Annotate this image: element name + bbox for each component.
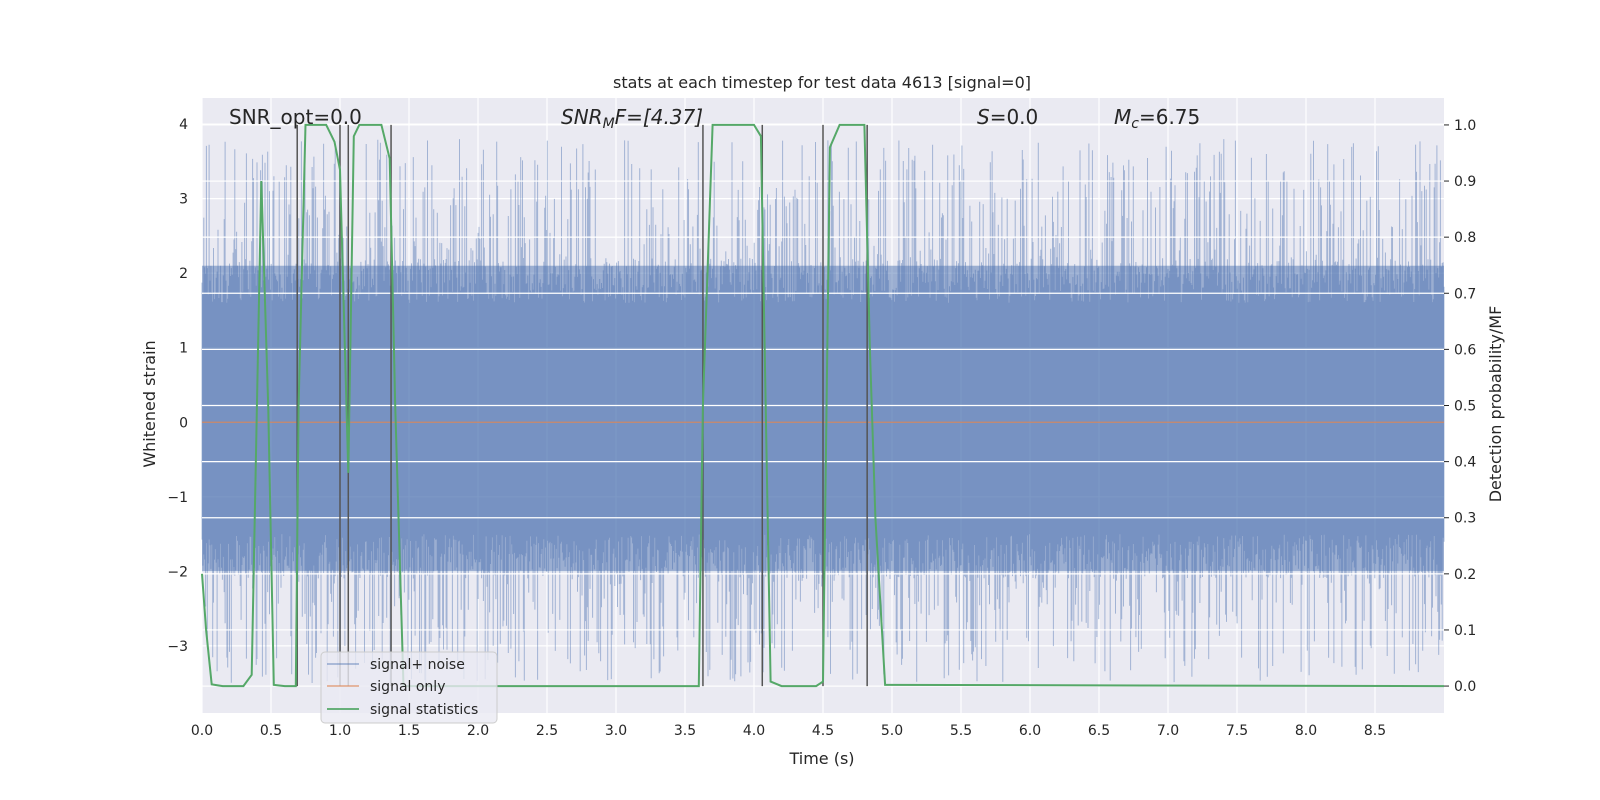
y-axis-label: Whitened strain [140, 340, 159, 467]
x-tick-label: 0.0 [191, 723, 213, 739]
legend-label-signal: signal only [370, 679, 445, 695]
x-tick-label: 6.5 [1088, 723, 1110, 739]
y-right-tick-label: 0.0 [1454, 679, 1476, 695]
x-tick-label: 5.5 [950, 723, 972, 739]
x-axis-ticks: 0.0 0.5 1.0 1.5 2.0 2.5 3.0 3.5 4.0 4.5 5.0 5.5 6.0 6… [191, 723, 1386, 739]
y-axis-ticks: −3 −2 −1 0 1 2 3 4 [167, 117, 188, 655]
x-tick-label: 3.5 [674, 723, 696, 739]
y-right-tick-label: 1.0 [1454, 118, 1476, 134]
legend-box [320, 651, 498, 724]
y-tick-label: 4 [179, 117, 188, 133]
y-right-tick-label: 0.3 [1454, 511, 1476, 527]
x-tick-label: 4.5 [812, 723, 834, 739]
x-tick-label: 1.5 [398, 723, 420, 739]
y-right-tick-label: 0.4 [1454, 455, 1476, 471]
x-tick-label: 8.0 [1295, 723, 1317, 739]
annotation-snr-mf-sub: M [603, 116, 615, 132]
x-tick-label: 2.5 [536, 723, 558, 739]
chart-title: stats at each timestep for test data 461… [613, 73, 1031, 92]
x-tick-label: 1.0 [329, 723, 351, 739]
x-tick-label: 3.0 [605, 723, 627, 739]
y-right-tick-label: 0.5 [1454, 399, 1476, 415]
y-tick-label: 2 [179, 266, 188, 282]
annotation-snr-opt: SNR_opt=0.0 [229, 105, 362, 129]
annotation-mc-prefix: M [1114, 105, 1131, 129]
x-tick-label: 6.0 [1019, 723, 1041, 739]
y-right-tick-label: 0.1 [1454, 623, 1476, 639]
annotation-mc-suffix: =6.75 [1139, 105, 1200, 129]
y-right-axis-ticks: 0.0 0.1 0.2 0.3 0.4 0.5 0.6 0.7 0.8 0.9 1.0 [1444, 118, 1476, 695]
y-right-tick-label: 0.6 [1454, 342, 1476, 358]
annotation-s-prefix: S [977, 105, 990, 129]
x-tick-label: 7.5 [1226, 723, 1248, 739]
annotation-s-suffix: =0.0 [990, 105, 1039, 129]
y-right-tick-label: 0.2 [1454, 567, 1476, 583]
y-tick-label: −1 [167, 490, 188, 506]
y-right-axis-label: Detection probability/MF [1486, 306, 1505, 503]
x-tick-label: 4.0 [743, 723, 765, 739]
legend-label-stats: signal statistics [370, 702, 478, 718]
annotation-snr-mf-prefix: SNR [561, 105, 603, 129]
annotation-snr-mf: SNRMF=[4.37] [561, 105, 703, 132]
plot-area [201, 123, 1445, 688]
y-tick-label: 1 [179, 341, 188, 357]
y-right-tick-label: 0.8 [1454, 230, 1476, 246]
y-right-tick-label: 0.7 [1454, 286, 1476, 302]
x-tick-label: 8.5 [1364, 723, 1386, 739]
annotation-mc-sub: c [1131, 116, 1139, 132]
x-tick-label: 0.5 [260, 723, 282, 739]
y-tick-label: 3 [179, 192, 188, 208]
y-tick-label: 0 [179, 415, 188, 431]
y-tick-label: −2 [167, 564, 188, 580]
legend: signal+ noise signal only signal statist… [320, 651, 498, 724]
y-tick-label: −3 [167, 639, 188, 655]
annotation-mc-value: Mc=6.75 [1114, 105, 1200, 132]
x-axis-label: Time (s) [788, 749, 854, 768]
annotation-snr-mf-suffix: F=[4.37] [615, 105, 703, 129]
signal-statistics-line [201, 123, 1445, 688]
x-tick-label: 7.0 [1157, 723, 1179, 739]
x-tick-label: 5.0 [881, 723, 903, 739]
annotation-s-value: S=0.0 [977, 105, 1038, 129]
legend-label-noise: signal+ noise [370, 657, 465, 673]
y-right-tick-label: 0.9 [1454, 174, 1476, 190]
x-tick-label: 2.0 [467, 723, 489, 739]
